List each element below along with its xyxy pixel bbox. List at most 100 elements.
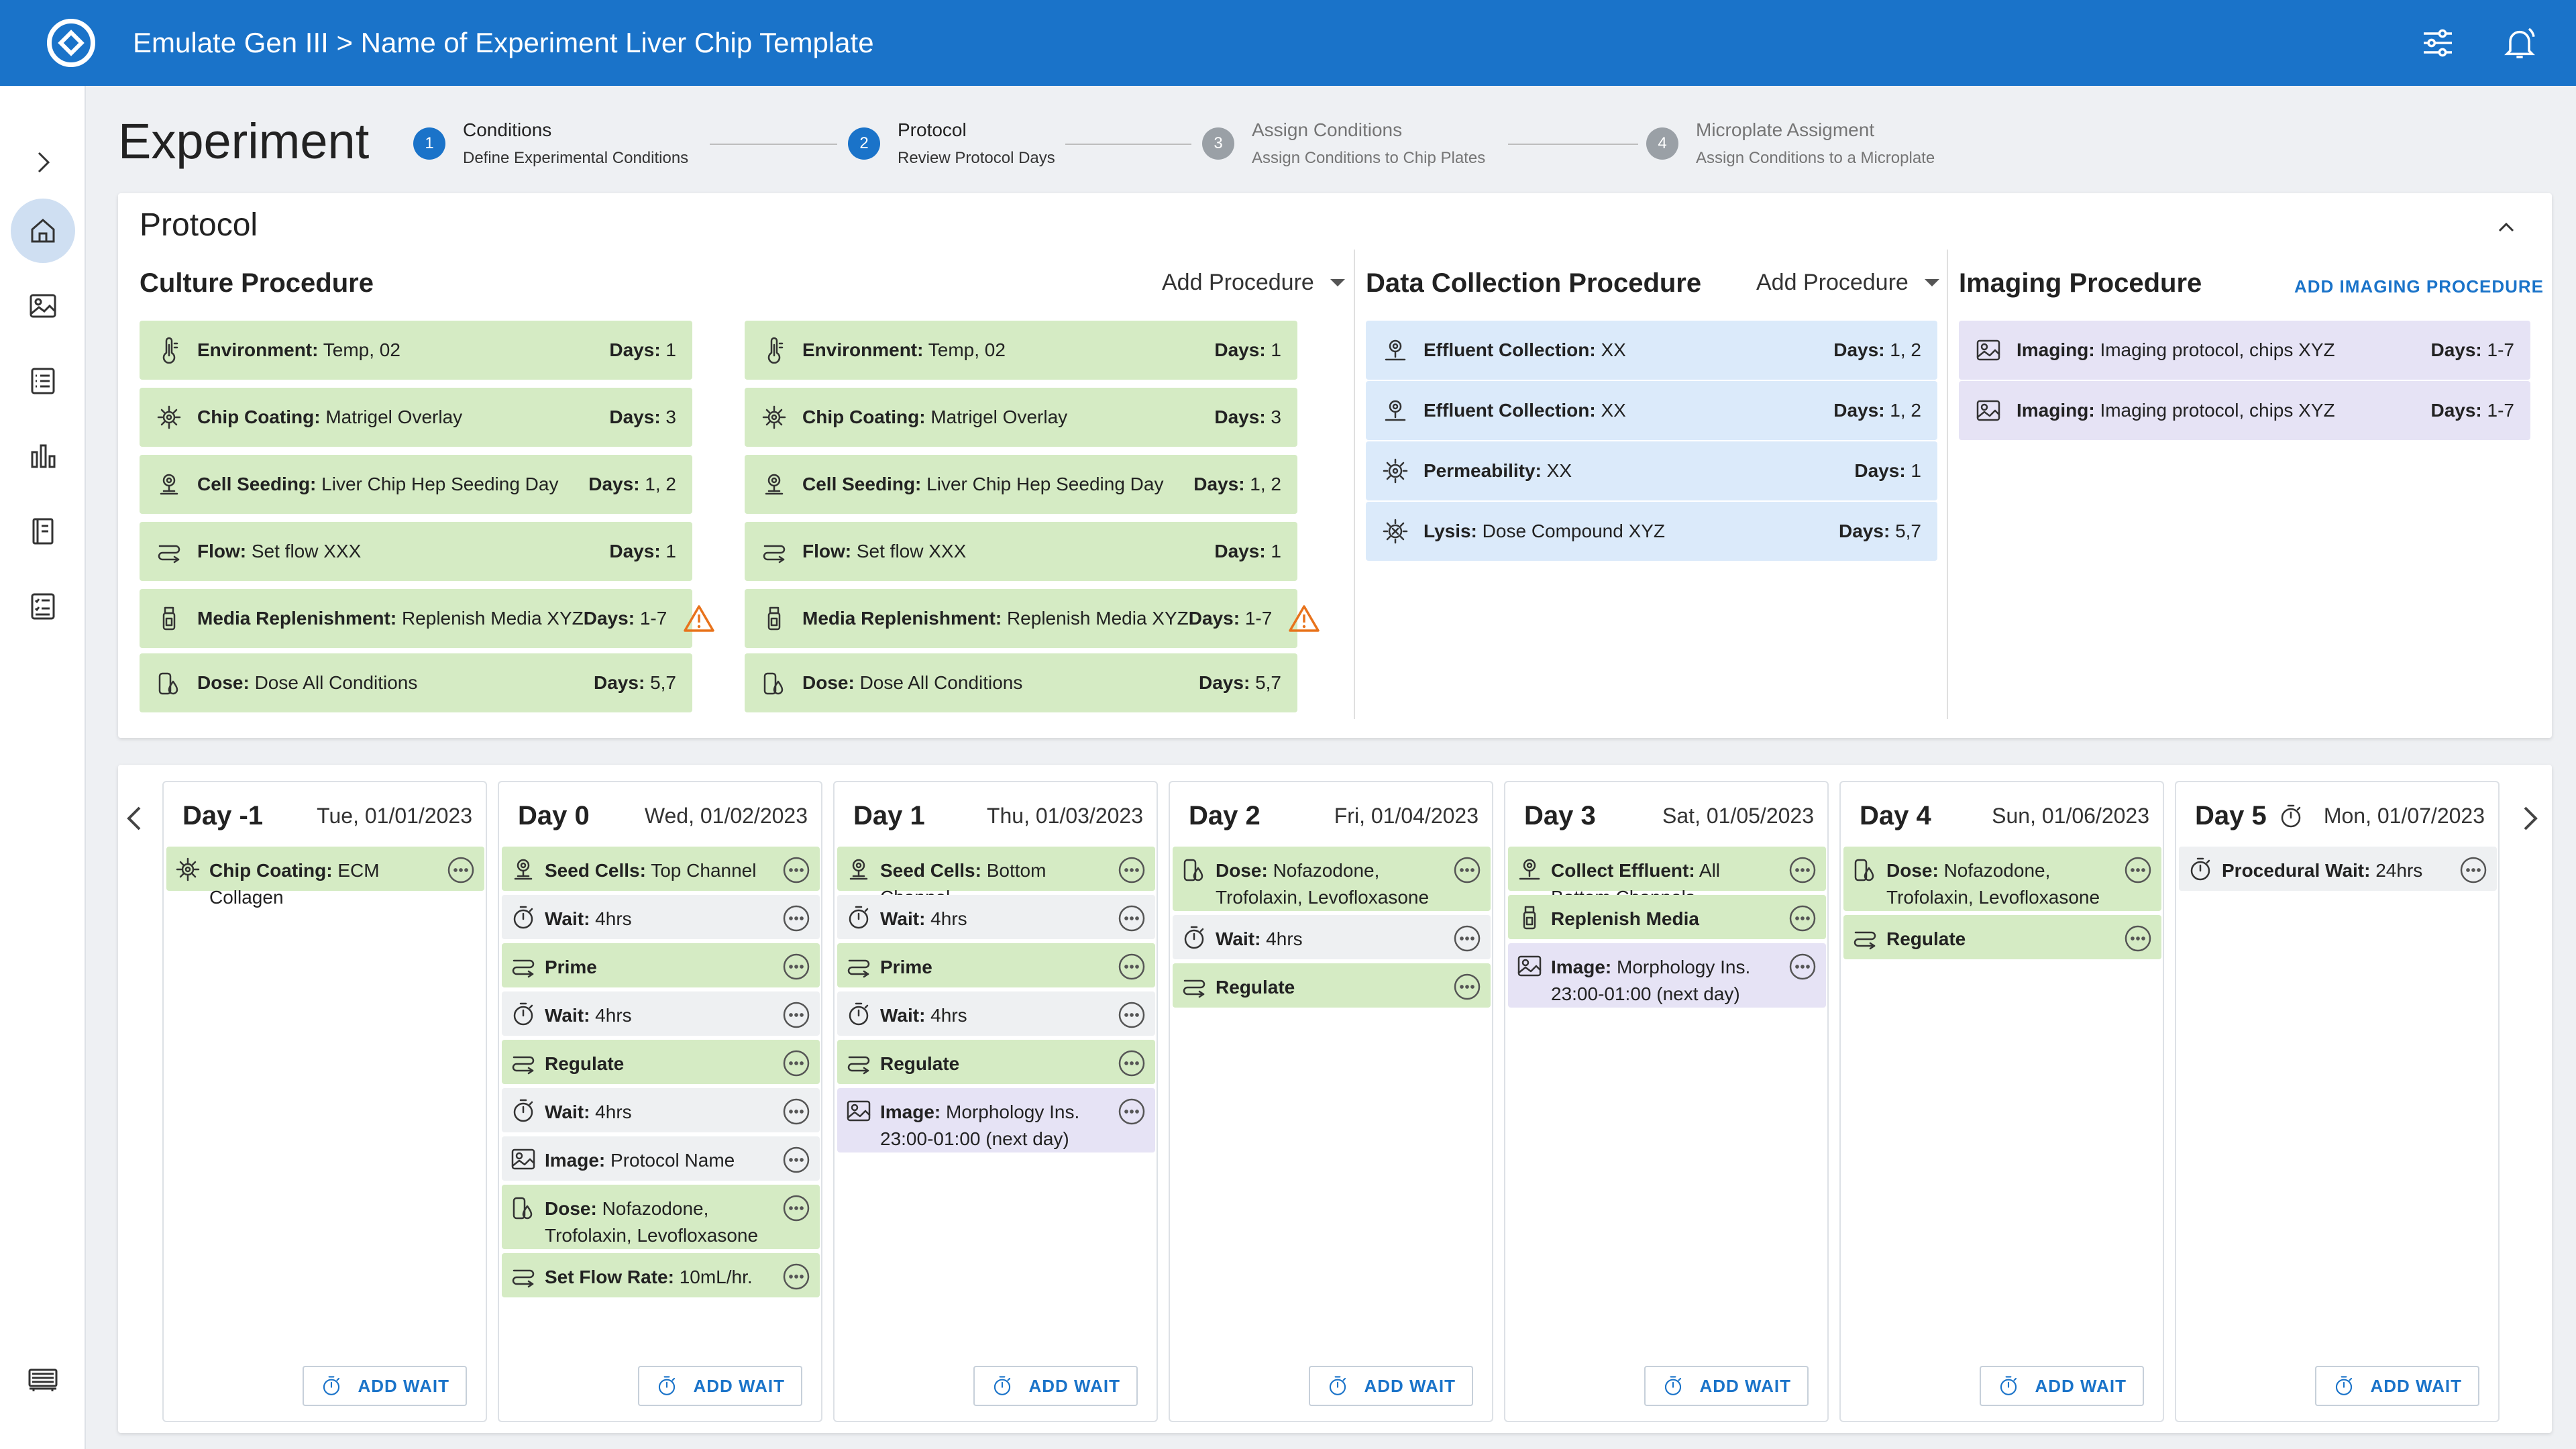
flow-icon — [1183, 979, 1205, 998]
nav-notebook[interactable] — [11, 499, 75, 564]
more-options-icon[interactable] — [1788, 953, 1817, 981]
procedure-item[interactable]: Cell Seeding: Liver Chip Hep Seeding Day… — [140, 455, 692, 514]
procedure-item[interactable]: Media Replenishment: Replenish Media XYZ… — [745, 589, 1320, 648]
schedule-event[interactable]: Prime — [837, 943, 1155, 987]
step-microplate-assignment[interactable]: 4 Microplate Assigment Assign Conditions… — [1646, 119, 1935, 168]
more-options-icon[interactable] — [782, 1097, 810, 1126]
schedule-event[interactable]: Regulate — [502, 1040, 820, 1084]
procedure-item[interactable]: Permeability: XX Days: 1 — [1366, 441, 1937, 500]
schedule-event[interactable]: Regulate — [1173, 963, 1491, 1008]
nav-images[interactable] — [11, 274, 75, 338]
more-options-icon[interactable] — [782, 953, 810, 981]
schedule-event[interactable]: Image: Morphology Ins. 23:00-01:00 (next … — [1508, 943, 1826, 1008]
add-wait-button[interactable]: ADD WAIT — [2315, 1366, 2479, 1406]
more-options-icon[interactable] — [1453, 856, 1481, 884]
notification-bell-icon[interactable] — [2501, 24, 2538, 62]
procedure-item[interactable]: Dose: Dose All Conditions Days: 5,7 — [745, 653, 1297, 712]
procedure-item[interactable]: Imaging: Imaging protocol, chips XYZ Days… — [1959, 321, 2530, 380]
emulate-logo-icon[interactable] — [47, 19, 95, 67]
warning-icon[interactable] — [1288, 604, 1320, 633]
nav-protocols[interactable] — [11, 574, 75, 639]
more-options-icon[interactable] — [782, 1263, 810, 1291]
procedure-item[interactable]: Effluent Collection: XX Days: 1, 2 — [1366, 381, 1937, 440]
nav-checklist[interactable] — [11, 349, 75, 413]
more-options-icon[interactable] — [1118, 856, 1146, 884]
schedule-event[interactable]: Image: Protocol Name — [502, 1136, 820, 1181]
more-options-icon[interactable] — [1788, 856, 1817, 884]
procedure-item[interactable]: Environment: Temp, 02 Days: 1 — [745, 321, 1297, 380]
schedule-event[interactable]: Seed Cells: Bottom Channel — [837, 847, 1155, 908]
procedure-item[interactable]: Effluent Collection: XX Days: 1, 2 — [1366, 321, 1937, 380]
schedule-event[interactable]: Seed Cells: Top Channel — [502, 847, 820, 891]
schedule-event[interactable]: Set Flow Rate: 10mL/hr. — [502, 1253, 820, 1297]
schedule-event[interactable]: Wait: 4hrs — [502, 1088, 820, 1132]
procedure-item[interactable]: Dose: Dose All Conditions Days: 5,7 — [140, 653, 692, 712]
schedule-event[interactable]: Procedural Wait: 24hrs — [2179, 847, 2497, 891]
expand-nav-button[interactable] — [11, 130, 75, 195]
procedure-item[interactable]: Cell Seeding: Liver Chip Hep Seeding Day… — [745, 455, 1297, 514]
more-options-icon[interactable] — [2459, 856, 2487, 884]
more-options-icon[interactable] — [782, 904, 810, 932]
schedule-event[interactable]: Chip Coating: ECM Collagen — [166, 847, 484, 908]
procedure-item[interactable]: Lysis: Dose Compound XYZ Days: 5,7 — [1366, 502, 1937, 561]
schedule-event[interactable]: Prime — [502, 943, 820, 987]
chevron-up-icon[interactable] — [2493, 213, 2520, 240]
schedule-event[interactable]: Replenish Media — [1508, 895, 1826, 939]
more-options-icon[interactable] — [447, 856, 475, 884]
procedure-item[interactable]: Chip Coating: Matrigel Overlay Days: 3 — [745, 388, 1297, 447]
nav-device[interactable] — [11, 1347, 75, 1411]
schedule-event[interactable]: Collect Effluent: All Bottom Channels — [1508, 847, 1826, 908]
schedule-event[interactable]: Dose: Nofazodone, Trofolaxin, Levofloxas… — [1843, 847, 2161, 911]
more-options-icon[interactable] — [1118, 1097, 1146, 1126]
schedule-event[interactable]: Regulate — [1843, 915, 2161, 959]
culture-add-procedure-dropdown[interactable]: Add Procedure — [1162, 270, 1345, 296]
more-options-icon[interactable] — [782, 1194, 810, 1222]
more-options-icon[interactable] — [782, 856, 810, 884]
chevron-left-icon[interactable] — [121, 802, 148, 835]
procedure-item[interactable]: Imaging: Imaging protocol, chips XYZ Days… — [1959, 381, 2530, 440]
schedule-event[interactable]: Wait: 4hrs — [837, 895, 1155, 939]
schedule-event[interactable]: Dose: Nofazodone, Trofolaxin, Levofloxas… — [1173, 847, 1491, 911]
warning-icon[interactable] — [683, 604, 715, 633]
chevron-right-icon[interactable] — [2517, 802, 2544, 835]
more-options-icon[interactable] — [1118, 1049, 1146, 1077]
more-options-icon[interactable] — [2124, 924, 2152, 953]
schedule-event[interactable]: Wait: 4hrs — [502, 991, 820, 1036]
more-options-icon[interactable] — [1453, 924, 1481, 953]
schedule-event[interactable]: Image: Morphology Ins. 23:00-01:00 (next … — [837, 1088, 1155, 1152]
add-wait-button[interactable]: ADD WAIT — [303, 1366, 467, 1406]
procedure-item[interactable]: Chip Coating: Matrigel Overlay Days: 3 — [140, 388, 692, 447]
procedure-item[interactable]: Flow: Set flow XXX Days: 1 — [140, 522, 692, 581]
schedule-event[interactable]: Wait: 4hrs — [837, 991, 1155, 1036]
add-imaging-procedure-button[interactable]: ADD IMAGING PROCEDURE — [2294, 276, 2544, 297]
procedure-item[interactable]: Media Replenishment: Replenish Media XYZ… — [140, 589, 715, 648]
add-wait-button[interactable]: ADD WAIT — [638, 1366, 802, 1406]
nav-home[interactable] — [11, 199, 75, 263]
more-options-icon[interactable] — [1118, 1001, 1146, 1029]
more-options-icon[interactable] — [2124, 856, 2152, 884]
more-options-icon[interactable] — [1118, 904, 1146, 932]
more-options-icon[interactable] — [1118, 953, 1146, 981]
step-conditions[interactable]: 1 Conditions Define Experimental Conditi… — [413, 119, 688, 168]
add-wait-button[interactable]: ADD WAIT — [973, 1366, 1138, 1406]
procedure-item[interactable]: Environment: Temp, 02 Days: 1 — [140, 321, 692, 380]
step-protocol[interactable]: 2 Protocol Review Protocol Days — [848, 119, 1055, 168]
schedule-event[interactable]: Regulate — [837, 1040, 1155, 1084]
schedule-event[interactable]: Wait: 4hrs — [1173, 915, 1491, 959]
more-options-icon[interactable] — [782, 1146, 810, 1174]
procedure-days: Days: 1 — [609, 339, 676, 360]
add-wait-button[interactable]: ADD WAIT — [1644, 1366, 1809, 1406]
schedule-event[interactable]: Dose: Nofazodone, Trofolaxin, Levofloxas… — [502, 1185, 820, 1249]
procedure-item[interactable]: Flow: Set flow XXX Days: 1 — [745, 522, 1297, 581]
nav-analytics[interactable] — [11, 424, 75, 488]
more-options-icon[interactable] — [1788, 904, 1817, 932]
schedule-event[interactable]: Wait: 4hrs — [502, 895, 820, 939]
add-wait-button[interactable]: ADD WAIT — [1309, 1366, 1473, 1406]
more-options-icon[interactable] — [782, 1001, 810, 1029]
data-collection-add-procedure-dropdown[interactable]: Add Procedure — [1756, 270, 1939, 296]
step-assign-conditions[interactable]: 3 Assign Conditions Assign Conditions to… — [1202, 119, 1485, 168]
add-wait-button[interactable]: ADD WAIT — [1980, 1366, 2144, 1406]
more-options-icon[interactable] — [782, 1049, 810, 1077]
filter-settings-icon[interactable] — [2419, 24, 2457, 62]
more-options-icon[interactable] — [1453, 973, 1481, 1001]
